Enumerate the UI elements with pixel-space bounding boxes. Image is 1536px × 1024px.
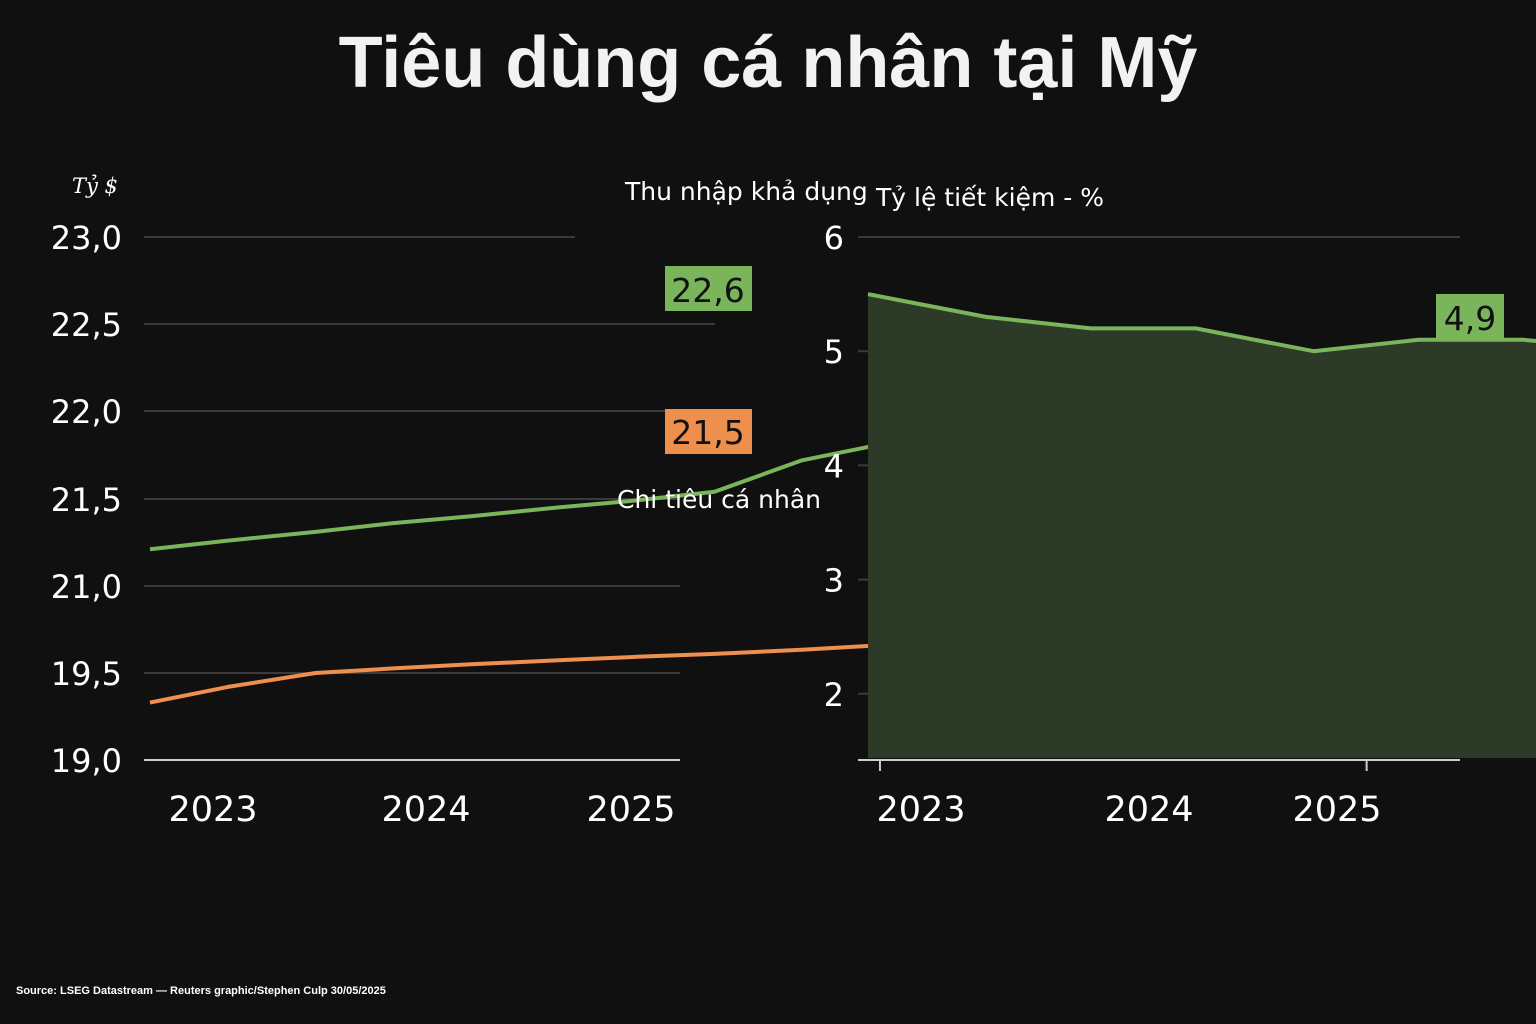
y-tick-label: 19,0 [51,742,122,780]
y-tick-label: 22,0 [51,393,122,431]
savings-end-value: 4,9 [1444,299,1496,338]
y-tick-label: 4 [824,447,844,485]
y-tick-label: 2 [824,676,844,714]
x-tick-label: 2025 [1292,790,1381,830]
y-tick-label: 21,5 [51,481,122,519]
x-tick-label: 2025 [586,790,675,830]
source-note: Source: LSEG Datastream — Reuters graphi… [16,985,386,997]
y-tick-label: 19,5 [51,655,122,693]
left-line-chart: 23,0 22,5 22,0 21,5 21,0 19,5 19,0 2023 2024 202… [51,174,1536,830]
spending-end-badge [665,409,752,454]
savings-chart-title: Tỷ lệ tiết kiệm - % [875,183,1104,212]
y-tick-label: 21,0 [51,568,122,606]
x-tick-label: 2023 [876,790,965,830]
x-tick-label: 2024 [381,790,470,830]
income-end-badge [665,266,752,311]
savings-end-badge [1436,294,1504,340]
savings-line [867,292,1536,354]
spending-series-label: Chi tiêu cá nhân [617,485,821,514]
income-end-value: 22,6 [671,271,744,310]
x-tick-label: 2023 [168,790,257,830]
unit-label: Tỷ $ [72,174,118,198]
spending-end-value: 21,5 [671,413,744,452]
x-tick-label: 2024 [1104,790,1193,830]
y-tick-label: 6 [824,219,844,257]
y-tick-label: 23,0 [51,219,122,257]
y-tick-label: 3 [824,562,844,600]
income-series-label: Thu nhập khả dụng [624,177,868,206]
y-tick-label: 22,5 [51,306,122,344]
savings-area-fill [868,294,1536,758]
page-title: Tiêu dùng cá nhân tại Mỹ [338,23,1198,103]
y-tick-label: 5 [824,333,844,371]
right-area-chart: 6 5 4 3 2 2023 2024 2025 Tỷ lệ tiết kiệm - % 4… [824,183,1536,830]
